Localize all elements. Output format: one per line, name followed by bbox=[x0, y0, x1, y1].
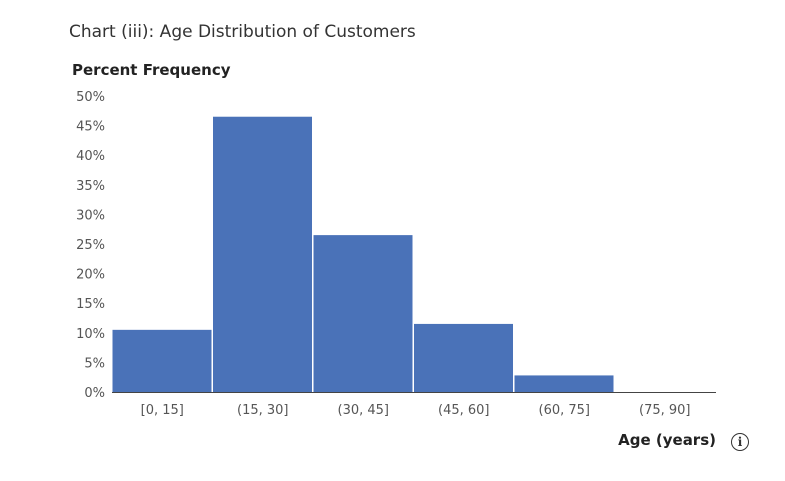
x-axis-ticks: [0, 15] (15, 30] (30, 45] (45, 60] (60, 75] (… bbox=[141, 403, 691, 418]
y-tick-label: 45% bbox=[76, 120, 105, 135]
x-tick-label: (60, 75] bbox=[539, 403, 591, 418]
y-tick-label: 30% bbox=[76, 208, 105, 223]
y-tick-label: 25% bbox=[76, 238, 105, 253]
y-tick-label: 5% bbox=[84, 356, 105, 371]
info-icon[interactable]: i bbox=[731, 433, 749, 451]
x-tick-label: (75, 90] bbox=[639, 403, 691, 418]
y-tick-label: 15% bbox=[76, 297, 105, 312]
bar bbox=[313, 235, 413, 392]
y-tick-label: 35% bbox=[76, 179, 105, 194]
y-tick-label: 0% bbox=[84, 386, 105, 401]
bars bbox=[112, 116, 614, 392]
y-tick-label: 20% bbox=[76, 268, 105, 283]
chart-title: Chart (iii): Age Distribution of Custome… bbox=[69, 22, 416, 42]
bar bbox=[112, 329, 212, 392]
y-axis-ticks: 0% 5% 10% 15% 20% 25% 30% 35% 40% 45% 50% bbox=[76, 90, 105, 401]
x-tick-label: (45, 60] bbox=[438, 403, 490, 418]
y-tick-label: 50% bbox=[76, 90, 105, 105]
y-tick-label: 10% bbox=[76, 327, 105, 342]
bar bbox=[414, 323, 513, 392]
x-tick-label: [0, 15] bbox=[141, 403, 184, 418]
bar bbox=[213, 116, 312, 392]
x-tick-label: (30, 45] bbox=[338, 403, 390, 418]
x-tick-label: (15, 30] bbox=[237, 403, 289, 418]
bar bbox=[514, 375, 614, 392]
y-axis-label: Percent Frequency bbox=[72, 61, 231, 79]
x-axis-label: Age (years) bbox=[618, 431, 716, 449]
y-tick-label: 40% bbox=[76, 149, 105, 164]
